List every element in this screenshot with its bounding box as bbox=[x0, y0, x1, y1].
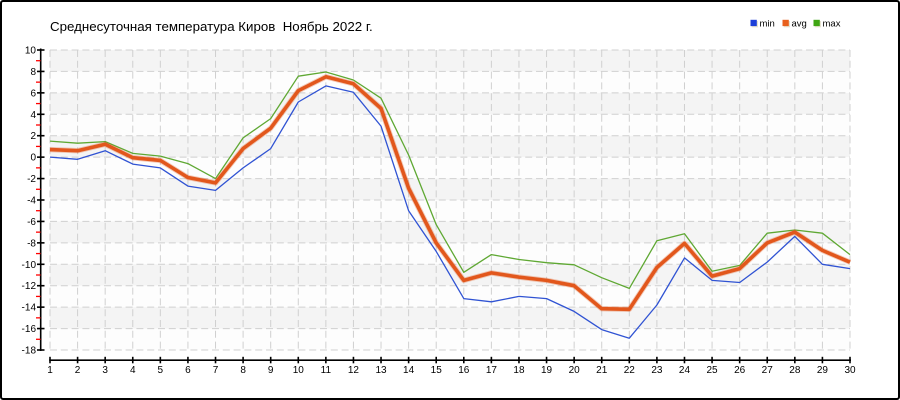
svg-text:8: 8 bbox=[30, 67, 36, 78]
svg-text:-16: -16 bbox=[22, 324, 37, 335]
svg-text:2: 2 bbox=[30, 131, 36, 142]
svg-text:25: 25 bbox=[707, 365, 719, 376]
svg-text:8: 8 bbox=[240, 365, 246, 376]
svg-text:4: 4 bbox=[30, 110, 36, 121]
svg-text:min: min bbox=[760, 19, 775, 30]
svg-text:28: 28 bbox=[789, 365, 801, 376]
svg-text:-8: -8 bbox=[27, 238, 36, 249]
svg-text:-12: -12 bbox=[22, 281, 37, 292]
svg-text:17: 17 bbox=[486, 365, 498, 376]
svg-text:16: 16 bbox=[458, 365, 470, 376]
svg-text:30: 30 bbox=[844, 365, 856, 376]
svg-text:6: 6 bbox=[30, 88, 36, 99]
svg-text:18: 18 bbox=[513, 365, 525, 376]
svg-text:22: 22 bbox=[624, 365, 636, 376]
svg-text:24: 24 bbox=[679, 365, 691, 376]
svg-text:3: 3 bbox=[102, 365, 108, 376]
svg-text:13: 13 bbox=[375, 365, 387, 376]
svg-text:max: max bbox=[823, 19, 841, 30]
svg-text:-4: -4 bbox=[27, 196, 36, 207]
svg-text:-18: -18 bbox=[22, 346, 37, 357]
svg-text:4: 4 bbox=[130, 365, 136, 376]
svg-text:29: 29 bbox=[817, 365, 829, 376]
svg-text:6: 6 bbox=[185, 365, 191, 376]
svg-text:1: 1 bbox=[47, 365, 53, 376]
svg-text:15: 15 bbox=[431, 365, 443, 376]
svg-text:7: 7 bbox=[213, 365, 219, 376]
svg-text:11: 11 bbox=[321, 365, 332, 376]
svg-text:9: 9 bbox=[268, 365, 274, 376]
svg-text:-2: -2 bbox=[27, 174, 36, 185]
svg-text:20: 20 bbox=[569, 365, 581, 376]
svg-text:-14: -14 bbox=[22, 303, 37, 314]
svg-text:-6: -6 bbox=[27, 217, 36, 228]
svg-text:27: 27 bbox=[762, 365, 774, 376]
svg-text:-10: -10 bbox=[22, 260, 37, 271]
svg-text:23: 23 bbox=[651, 365, 663, 376]
svg-text:21: 21 bbox=[596, 365, 608, 376]
svg-text:14: 14 bbox=[403, 365, 415, 376]
svg-text:2: 2 bbox=[75, 365, 81, 376]
svg-text:26: 26 bbox=[734, 365, 746, 376]
svg-text:10: 10 bbox=[293, 365, 305, 376]
svg-text:Среднесуточная температура Кир: Среднесуточная температура Киров Ноябрь … bbox=[50, 19, 373, 34]
svg-text:12: 12 bbox=[348, 365, 360, 376]
svg-text:5: 5 bbox=[158, 365, 164, 376]
svg-text:19: 19 bbox=[541, 365, 553, 376]
svg-text:avg: avg bbox=[792, 19, 807, 30]
svg-text:10: 10 bbox=[25, 46, 37, 57]
svg-text:0: 0 bbox=[30, 153, 36, 164]
